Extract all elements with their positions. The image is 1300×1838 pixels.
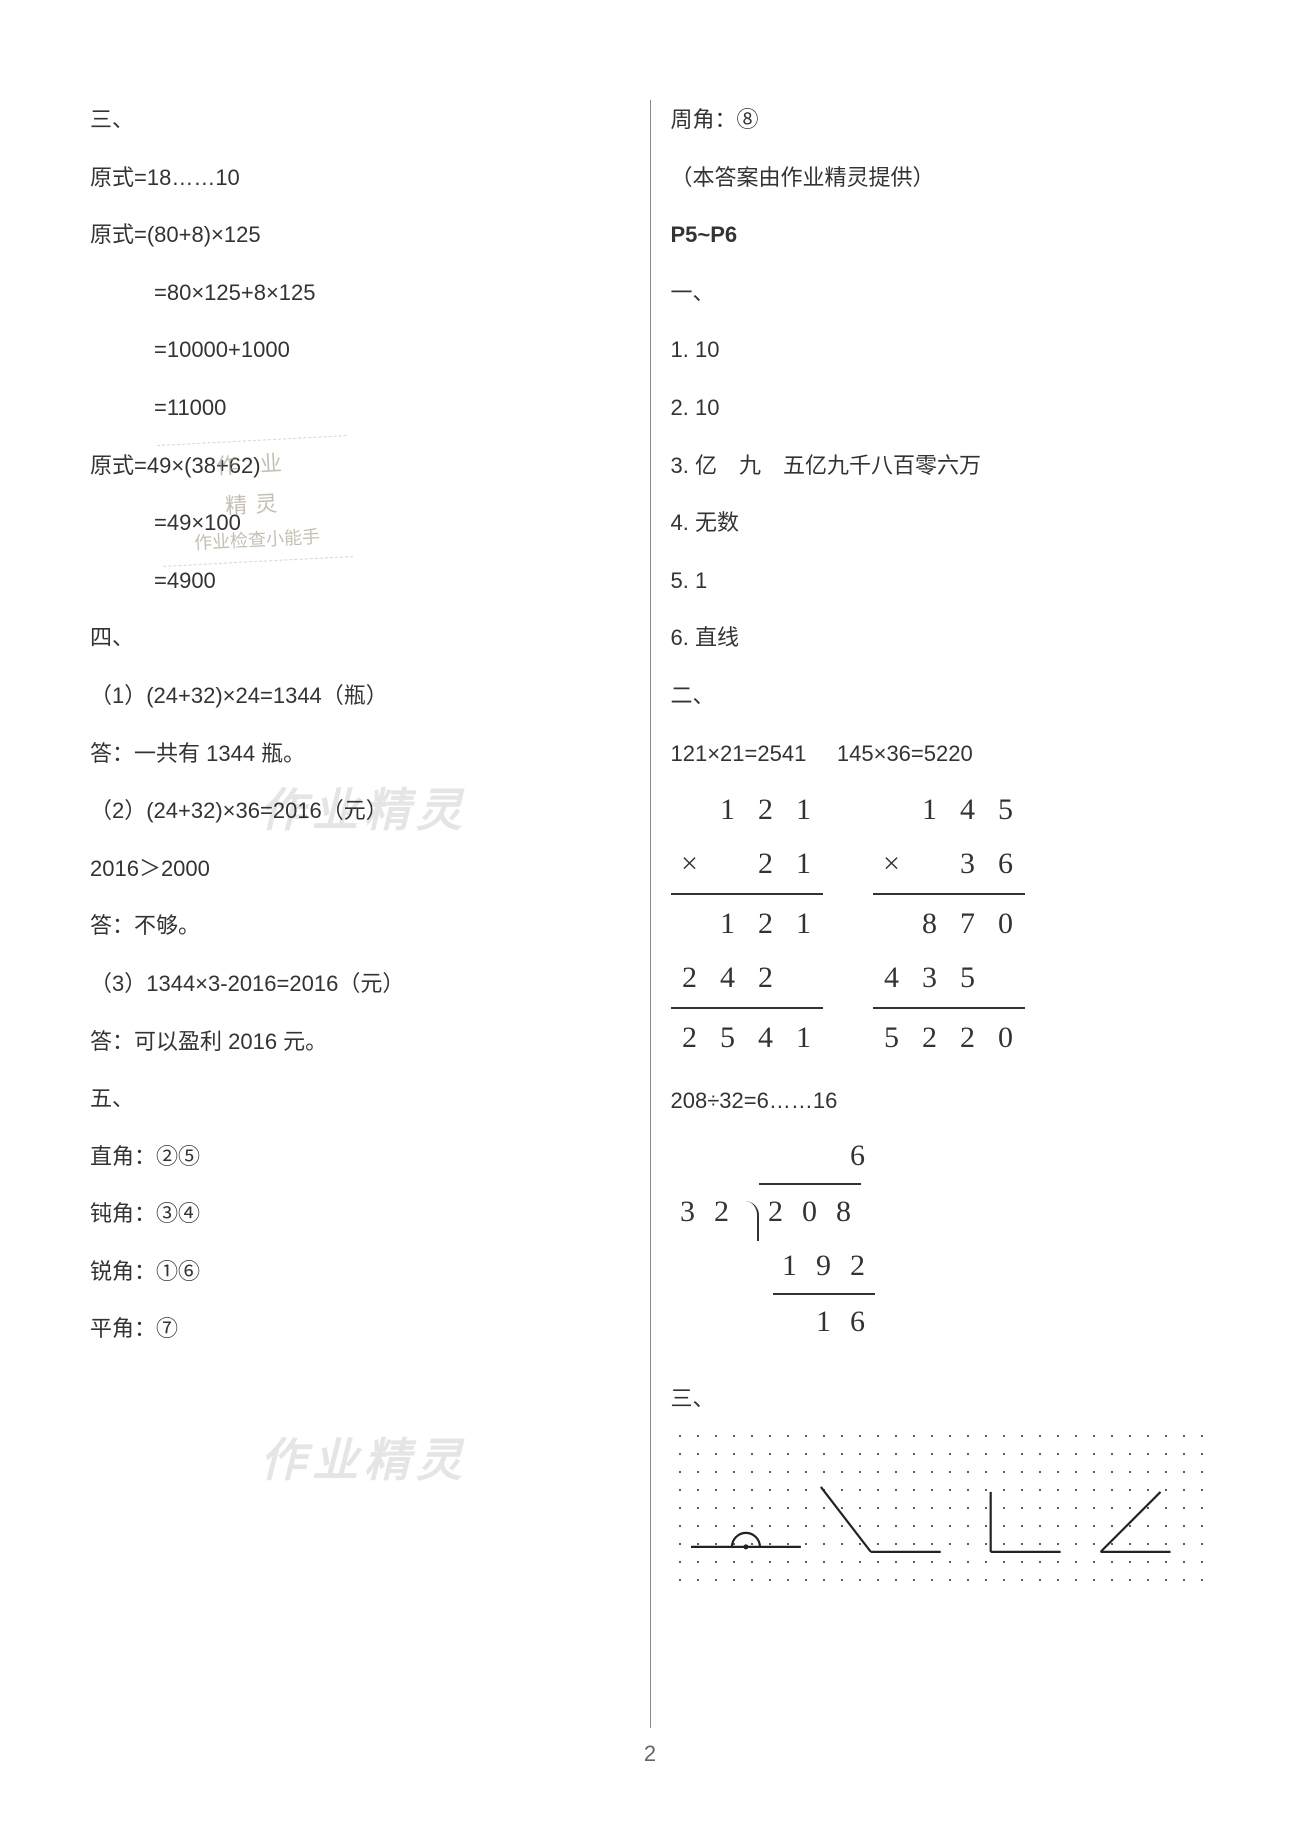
section-2-heading: 二、 <box>671 676 1211 716</box>
eq-3a: 原式=49×(38+62) <box>90 446 630 486</box>
item-3: 3. 亿 九 五亿九千八百零六万 <box>671 446 1211 486</box>
mult-eq-2: 145×36=5220 <box>837 741 973 766</box>
angle-right: 直角：②⑤ <box>90 1137 630 1177</box>
angle-straight: 平角：⑦ <box>90 1309 630 1349</box>
angle-obtuse: 钝角：③④ <box>90 1194 630 1234</box>
eq-2d: =11000 <box>90 388 630 428</box>
source-note: （本答案由作业精灵提供） <box>671 158 1211 198</box>
page-number: 2 <box>70 1734 1230 1774</box>
right-column: 周角：⑧ （本答案由作业精灵提供） P5~P6 一、 1. 10 2. 10 3… <box>651 100 1231 1728</box>
left-column: 三、 原式=18……10 原式=(80+8)×125 =80×125+8×125… <box>70 100 651 1728</box>
eq-2c: =10000+1000 <box>90 330 630 370</box>
a4-1: 答：一共有 1344 瓶。 <box>90 734 630 774</box>
angle-acute: 锐角：①⑥ <box>90 1252 630 1292</box>
item-4: 4. 无数 <box>671 503 1211 543</box>
q4-2: （2）(24+32)×36=2016（元） <box>90 791 630 831</box>
cmp: 2016＞2000 <box>90 849 630 889</box>
angle-full: 周角：⑧ <box>671 100 1211 140</box>
mult-eqs: 121×21=2541 145×36=5220 <box>671 734 1211 774</box>
q4-1: （1）(24+32)×24=1344（瓶） <box>90 676 630 716</box>
div-eq: 208÷32=6……16 <box>671 1081 1211 1121</box>
section-3-heading: 三、 <box>90 100 630 140</box>
section-1-heading: 一、 <box>671 273 1211 313</box>
q4-3: （3）1344×3-2016=2016（元） <box>90 964 630 1004</box>
section-3r-heading: 三、 <box>671 1379 1211 1419</box>
item-2: 2. 10 <box>671 388 1211 428</box>
eq-1: 原式=18……10 <box>90 158 630 198</box>
longdiv-1: 63220819216 <box>671 1129 875 1349</box>
item-1: 1. 10 <box>671 330 1211 370</box>
page-ref: P5~P6 <box>671 215 1211 255</box>
mult-eq-1: 121×21=2541 <box>671 741 807 766</box>
longmult-2: 145×368704355220 <box>873 783 1025 1065</box>
eq-2b: =80×125+8×125 <box>90 273 630 313</box>
angle-diagram <box>671 1427 1211 1587</box>
a4-3: 答：可以盈利 2016 元。 <box>90 1022 630 1062</box>
longmult-1: 121×211212422541 <box>671 783 823 1065</box>
item-5: 5. 1 <box>671 561 1211 601</box>
section-4-heading: 四、 <box>90 618 630 658</box>
eq-3c: =4900 <box>90 561 630 601</box>
section-5-heading: 五、 <box>90 1079 630 1119</box>
eq-2a: 原式=(80+8)×125 <box>90 215 630 255</box>
item-6: 6. 直线 <box>671 618 1211 658</box>
a4-2: 答：不够。 <box>90 906 630 946</box>
eq-3b: =49×100 <box>90 503 630 543</box>
